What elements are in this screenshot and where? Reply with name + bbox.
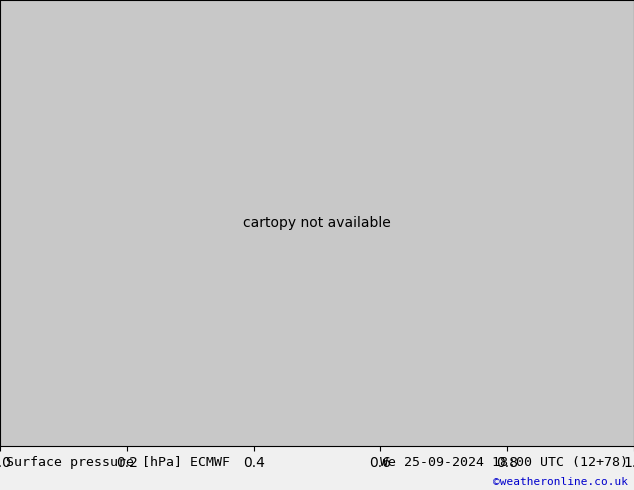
Text: Surface pressure [hPa] ECMWF: Surface pressure [hPa] ECMWF bbox=[6, 456, 230, 469]
Text: We 25-09-2024 18:00 UTC (12+78): We 25-09-2024 18:00 UTC (12+78) bbox=[380, 456, 628, 469]
Text: ©weatheronline.co.uk: ©weatheronline.co.uk bbox=[493, 477, 628, 487]
Text: cartopy not available: cartopy not available bbox=[243, 216, 391, 230]
